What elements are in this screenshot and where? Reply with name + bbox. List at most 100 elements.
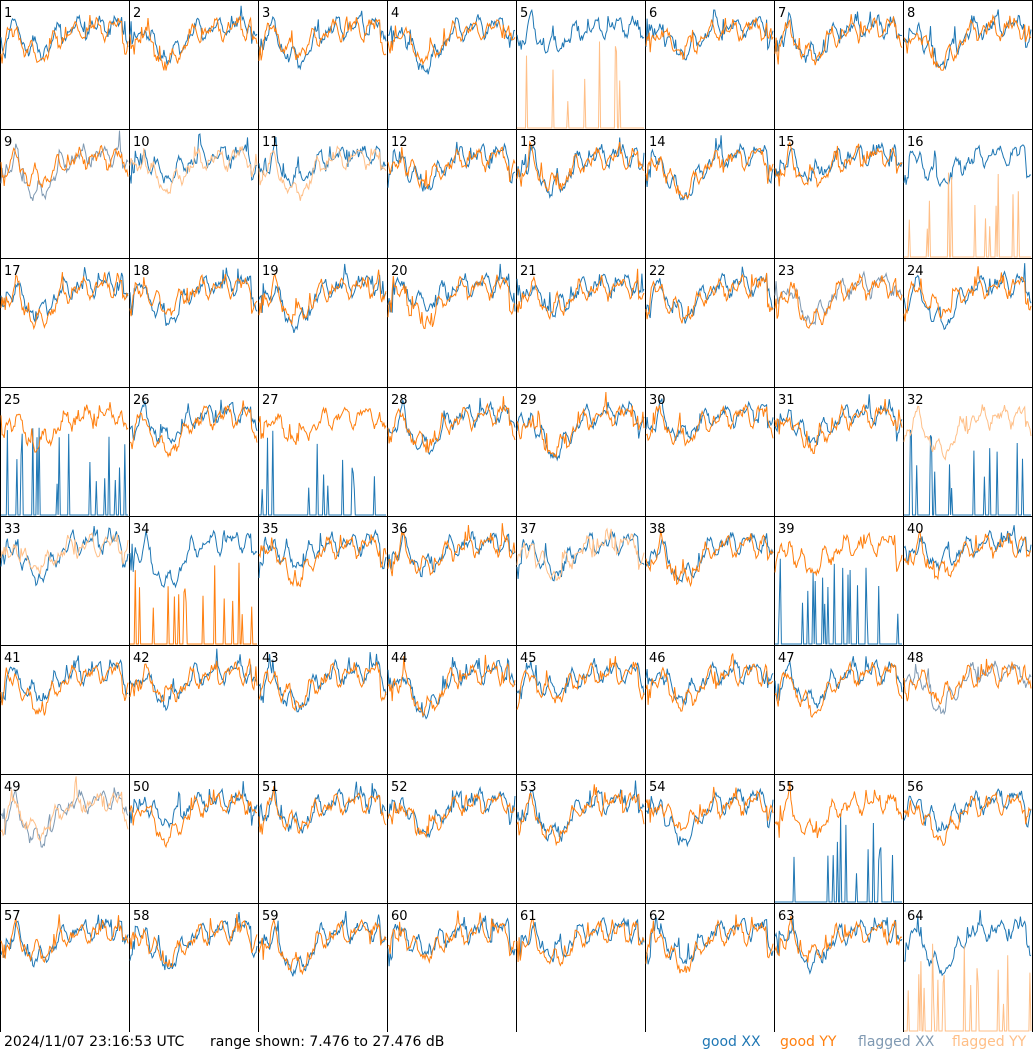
- panel-frame: [774, 0, 904, 130]
- xx-series-line: [774, 141, 903, 183]
- yy-series-line: [130, 562, 257, 645]
- panel-label: 27: [262, 393, 279, 408]
- xx-series-line: [0, 130, 129, 201]
- xx-series-line: [516, 780, 645, 842]
- panel-frame: [258, 0, 388, 130]
- panel-label: 53: [520, 780, 537, 795]
- panel-label: 17: [4, 264, 21, 279]
- panel-frame: [0, 0, 130, 130]
- yy-series-line: [903, 404, 1032, 461]
- panel-frame: [903, 387, 1033, 517]
- panel-label: 26: [133, 393, 150, 408]
- xx-series-line: [0, 914, 129, 968]
- yy-series-line: [903, 791, 1032, 847]
- panel-label: 36: [391, 522, 408, 537]
- yy-series-line: [516, 917, 645, 967]
- yy-series-line: [903, 14, 1032, 71]
- xx-series-line: [645, 531, 774, 583]
- yy-series-line: [516, 391, 645, 460]
- xx-series-line: [258, 652, 387, 713]
- panel-label: 28: [391, 393, 408, 408]
- panel-label: 62: [649, 909, 666, 924]
- yy-series-line: [0, 532, 129, 575]
- panel-frame: [387, 516, 517, 646]
- yy-series-line: [258, 145, 387, 201]
- spectrum-panel-18: 18: [129, 258, 259, 388]
- panel-label: 42: [133, 651, 150, 666]
- yy-series-line: [645, 147, 774, 200]
- spectrum-panel-60: 60: [387, 903, 517, 1032]
- panel-label: 64: [907, 909, 924, 924]
- panel-label: 44: [391, 651, 408, 666]
- spectrum-panel-5: 5: [516, 0, 646, 130]
- spectrum-panel-57: 57: [0, 903, 130, 1032]
- spectrum-panel-44: 44: [387, 645, 517, 775]
- xx-series-line: [903, 525, 1032, 572]
- spectrum-panel-53: 53: [516, 774, 646, 904]
- xx-series-line: [775, 813, 902, 903]
- yy-series-line: [0, 144, 129, 188]
- panel-label: 46: [649, 651, 666, 666]
- xx-series-line: [129, 267, 258, 326]
- panel-label: 2: [133, 6, 141, 21]
- xx-series-line: [903, 144, 1032, 188]
- panel-label: 34: [133, 522, 150, 537]
- xx-series-line: [645, 266, 774, 324]
- spectrum-panel-56: 56: [903, 774, 1033, 904]
- spectrum-panel-3: 3: [258, 0, 388, 130]
- spectrum-panel-30: 30: [645, 387, 775, 517]
- spectrum-panel-20: 20: [387, 258, 517, 388]
- spectrum-panel-8: 8: [903, 0, 1033, 130]
- spectrum-panel-16: 16: [903, 129, 1033, 259]
- xx-series-line: [387, 915, 516, 967]
- yy-series-line: [645, 403, 774, 447]
- yy-series-line: [387, 910, 516, 964]
- spectrum-panel-55: 55: [774, 774, 904, 904]
- legend-flagged-yy: flagged YY: [952, 1034, 1027, 1050]
- panel-label: 50: [133, 780, 150, 795]
- panel-frame: [0, 129, 130, 259]
- xx-series-line: [516, 400, 645, 462]
- panel-label: 5: [520, 6, 528, 21]
- yy-series-line: [774, 781, 903, 839]
- xx-series-line: [774, 11, 903, 63]
- panel-label: 21: [520, 264, 537, 279]
- spectrum-panel-58: 58: [129, 903, 259, 1032]
- panel-frame: [516, 645, 646, 775]
- panel-label: 48: [907, 651, 924, 666]
- spectrum-panel-35: 35: [258, 516, 388, 646]
- panel-label: 31: [778, 393, 795, 408]
- panel-label: 40: [907, 522, 924, 537]
- yy-series-line: [774, 399, 903, 455]
- yy-series-line: [258, 534, 387, 588]
- xx-series-line: [129, 648, 258, 712]
- yy-series-line: [258, 269, 387, 326]
- panel-frame: [258, 645, 388, 775]
- range-shown: range shown: 7.476 to 27.476 dB: [210, 1034, 445, 1050]
- spectrum-panel-39: 39: [774, 516, 904, 646]
- spectrum-panel-64: 64: [903, 903, 1033, 1032]
- yy-series-line: [387, 18, 516, 66]
- yy-series-line: [258, 917, 387, 976]
- panel-frame: [0, 774, 130, 904]
- spectrum-panel-62: 62: [645, 903, 775, 1032]
- xx-series-line: [516, 137, 645, 199]
- yy-series-line: [903, 658, 1032, 706]
- spectrum-panel-38: 38: [645, 516, 775, 646]
- panel-label: 54: [649, 780, 666, 795]
- spectrum-panel-50: 50: [129, 774, 259, 904]
- panel-frame: [903, 129, 1033, 259]
- panel-frame: [258, 774, 388, 904]
- spectrum-panel-45: 45: [516, 645, 646, 775]
- yy-series-line: [517, 41, 644, 129]
- panel-label: 8: [907, 6, 915, 21]
- panel-label: 43: [262, 651, 279, 666]
- yy-series-line: [129, 789, 258, 849]
- yy-series-line: [258, 406, 387, 445]
- panel-label: 29: [520, 393, 537, 408]
- panel-frame: [0, 645, 130, 775]
- panel-label: 35: [262, 522, 279, 537]
- spectrum-panel-21: 21: [516, 258, 646, 388]
- yy-series-line: [0, 914, 129, 964]
- yy-series-line: [129, 400, 258, 458]
